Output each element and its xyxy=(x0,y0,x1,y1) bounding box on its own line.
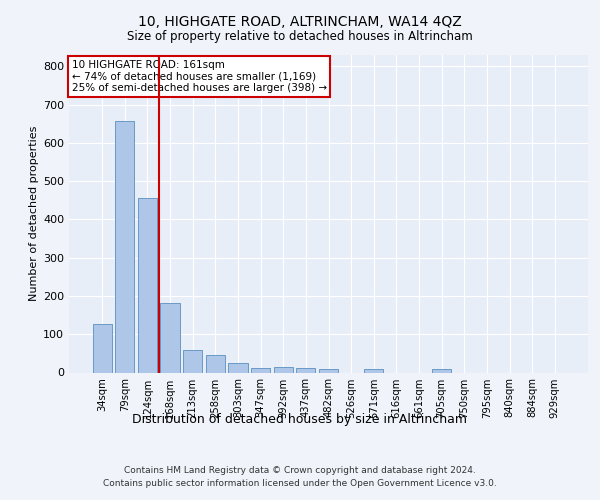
Bar xyxy=(115,121,134,372)
Text: Contains HM Land Registry data © Crown copyright and database right 2024.: Contains HM Land Registry data © Crown c… xyxy=(124,466,476,475)
Bar xyxy=(432,370,451,372)
Bar xyxy=(183,350,202,372)
Bar xyxy=(251,368,270,372)
Bar xyxy=(92,324,112,372)
Text: Contains public sector information licensed under the Open Government Licence v3: Contains public sector information licen… xyxy=(103,479,497,488)
Text: 10 HIGHGATE ROAD: 161sqm
← 74% of detached houses are smaller (1,169)
25% of sem: 10 HIGHGATE ROAD: 161sqm ← 74% of detach… xyxy=(71,60,327,93)
Text: 10, HIGHGATE ROAD, ALTRINCHAM, WA14 4QZ: 10, HIGHGATE ROAD, ALTRINCHAM, WA14 4QZ xyxy=(138,15,462,29)
Bar xyxy=(296,368,316,372)
Bar xyxy=(274,367,293,372)
Y-axis label: Number of detached properties: Number of detached properties xyxy=(29,126,39,302)
Bar xyxy=(206,356,225,372)
Bar xyxy=(319,369,338,372)
Text: Size of property relative to detached houses in Altrincham: Size of property relative to detached ho… xyxy=(127,30,473,43)
Bar xyxy=(160,303,180,372)
Text: Distribution of detached houses by size in Altrincham: Distribution of detached houses by size … xyxy=(133,412,467,426)
Bar xyxy=(138,198,157,372)
Bar xyxy=(229,363,248,372)
Bar xyxy=(364,370,383,372)
